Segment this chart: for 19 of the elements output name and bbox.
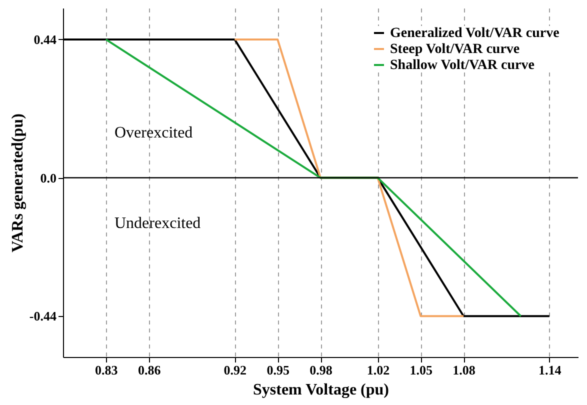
annotation: Underexcited bbox=[114, 215, 201, 232]
y-tick-label: -0.44 bbox=[29, 308, 57, 324]
x-axis-title: System Voltage (pu) bbox=[252, 382, 390, 398]
x-tick-label: 1.05 bbox=[410, 362, 434, 378]
annotation: Overexcited bbox=[114, 124, 193, 142]
legend-label: Shallow Volt/VAR curve bbox=[390, 58, 534, 73]
legend-label: Generalized Volt/VAR curve bbox=[390, 26, 560, 41]
x-tick-label: 1.02 bbox=[366, 362, 390, 378]
y-tick-label: 0.0 bbox=[40, 170, 56, 186]
x-tick-label: 0.92 bbox=[224, 362, 247, 378]
x-tick-label: 0.83 bbox=[95, 362, 118, 378]
x-tick-label: 1.08 bbox=[452, 362, 476, 378]
x-tick-label: 1.14 bbox=[538, 362, 562, 378]
y-axis-title: VARs generated(pu) bbox=[9, 114, 26, 252]
x-tick-label: 0.86 bbox=[138, 362, 162, 378]
legend-label: Steep Volt/VAR curve bbox=[390, 42, 520, 57]
y-tick-label: 0.44 bbox=[34, 32, 57, 47]
x-tick-label: 0.98 bbox=[310, 362, 333, 378]
x-tick-label: 0.95 bbox=[266, 362, 290, 378]
